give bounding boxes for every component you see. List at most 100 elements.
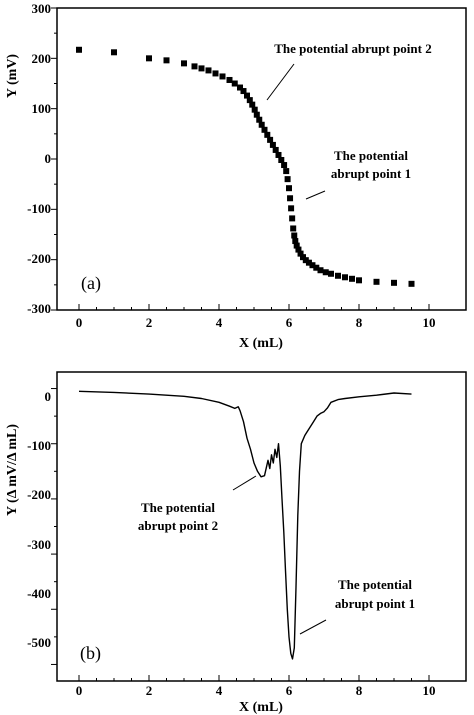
y-axis-label-b: Y (Δ mV/Δ mL) bbox=[5, 424, 20, 516]
data-point bbox=[349, 275, 355, 282]
x-axis-label-a: X (mL) bbox=[239, 336, 283, 351]
data-point bbox=[317, 267, 324, 274]
data-point bbox=[198, 65, 205, 72]
x-tick-labels-a: 0 2 4 6 8 10 bbox=[76, 315, 436, 330]
data-point bbox=[253, 111, 260, 118]
data-series-a bbox=[76, 46, 415, 287]
data-point bbox=[297, 250, 304, 257]
data-point bbox=[295, 246, 302, 253]
panel-label-a: (a) bbox=[81, 273, 101, 294]
y-tick-label: -200 bbox=[27, 251, 51, 266]
y-tick-label: -300 bbox=[27, 301, 51, 316]
data-point bbox=[300, 254, 306, 261]
y-tick-label: -400 bbox=[27, 586, 51, 601]
data-point bbox=[278, 157, 285, 164]
plot-frame-b bbox=[56, 371, 467, 682]
x-axis-label-b: X (mL) bbox=[239, 700, 283, 715]
annotation-b1-line2: abrupt point 1 bbox=[335, 596, 415, 611]
y-axis-label-a: Y (mV) bbox=[5, 54, 20, 99]
data-point bbox=[264, 131, 271, 138]
data-point bbox=[249, 101, 256, 108]
y-tick-label: -300 bbox=[27, 537, 51, 552]
data-point bbox=[219, 73, 226, 80]
annotation-pointer-b2 bbox=[232, 475, 257, 491]
data-point bbox=[293, 242, 300, 249]
y-tick-label: 100 bbox=[32, 101, 52, 116]
x-tick-labels-b: 0 2 4 6 8 10 bbox=[76, 683, 436, 698]
data-point bbox=[305, 259, 312, 266]
data-point bbox=[261, 126, 268, 133]
data-point bbox=[335, 272, 341, 279]
y-tick-label: -100 bbox=[27, 438, 51, 453]
data-point bbox=[302, 257, 309, 264]
y-tick-label: 200 bbox=[32, 51, 52, 66]
x-tick-label: 0 bbox=[76, 683, 83, 698]
data-point bbox=[181, 60, 187, 67]
data-point bbox=[256, 116, 263, 123]
x-tick-label: 4 bbox=[216, 683, 223, 698]
y-tick-label: 300 bbox=[32, 1, 52, 16]
y-tick-label: -100 bbox=[27, 201, 51, 216]
annotation-a1-line1: The potential bbox=[334, 148, 408, 163]
x-tick-label: 2 bbox=[146, 683, 153, 698]
data-point bbox=[272, 146, 279, 153]
annotation-a1-line2: abrupt point 1 bbox=[331, 166, 411, 181]
data-point bbox=[313, 264, 320, 271]
y-tick-labels-b: 0 -100 -200 -300 -400 -500 bbox=[27, 389, 51, 650]
panel-a: 300 200 100 0 -100 -200 -300 0 2 4 6 8 1… bbox=[5, 1, 467, 351]
data-series-b bbox=[78, 390, 412, 660]
series-line bbox=[78, 390, 412, 660]
y-tick-label: 0 bbox=[45, 389, 52, 404]
data-point bbox=[408, 280, 415, 287]
data-point bbox=[269, 141, 276, 148]
data-point bbox=[284, 176, 291, 183]
data-point bbox=[373, 278, 380, 285]
data-point bbox=[244, 92, 250, 99]
x-tick-label: 6 bbox=[286, 683, 293, 698]
annotation-pointer-a2 bbox=[266, 63, 295, 101]
data-point bbox=[76, 46, 82, 53]
x-tick-label: 8 bbox=[356, 315, 363, 330]
data-point bbox=[163, 57, 170, 64]
data-point bbox=[281, 162, 288, 169]
data-point bbox=[342, 274, 348, 281]
data-point bbox=[283, 168, 290, 175]
axis-ticks-a bbox=[51, 7, 430, 311]
data-point bbox=[205, 67, 212, 74]
x-tick-label: 2 bbox=[146, 315, 153, 330]
data-point bbox=[231, 80, 238, 87]
y-tick-label: 0 bbox=[45, 151, 52, 166]
data-point bbox=[391, 279, 397, 286]
data-point bbox=[328, 270, 334, 277]
data-point bbox=[275, 151, 282, 158]
data-point bbox=[292, 238, 299, 245]
data-point bbox=[226, 76, 233, 83]
x-tick-label: 10 bbox=[423, 315, 436, 330]
data-point bbox=[289, 215, 296, 222]
x-tick-label: 8 bbox=[356, 683, 363, 698]
y-tick-label: -500 bbox=[27, 635, 51, 650]
panel-b: 0 -100 -200 -300 -400 -500 0 2 4 6 8 10 … bbox=[5, 371, 467, 715]
data-point bbox=[356, 277, 362, 284]
data-point bbox=[267, 136, 274, 143]
annotation-pointer-a1 bbox=[305, 190, 326, 200]
data-point bbox=[287, 195, 294, 202]
data-point bbox=[212, 70, 219, 77]
data-point bbox=[146, 55, 152, 62]
axis-ticks-b bbox=[51, 388, 430, 681]
data-point bbox=[191, 63, 198, 70]
data-point bbox=[237, 84, 243, 91]
data-point bbox=[286, 185, 292, 192]
annotation-b2-line1: The potential bbox=[141, 500, 215, 515]
x-tick-label: 10 bbox=[423, 683, 436, 698]
x-tick-label: 0 bbox=[76, 315, 83, 330]
data-point bbox=[291, 232, 298, 239]
panel-label-b: (b) bbox=[80, 643, 101, 664]
data-point bbox=[290, 225, 297, 232]
x-tick-label: 4 bbox=[216, 315, 223, 330]
data-point bbox=[251, 106, 258, 113]
data-point bbox=[246, 97, 253, 104]
y-tick-label: -200 bbox=[27, 487, 51, 502]
data-point bbox=[288, 205, 295, 212]
